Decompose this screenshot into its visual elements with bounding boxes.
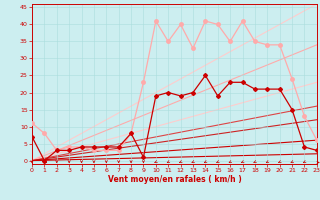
X-axis label: Vent moyen/en rafales ( km/h ): Vent moyen/en rafales ( km/h ) [108, 175, 241, 184]
